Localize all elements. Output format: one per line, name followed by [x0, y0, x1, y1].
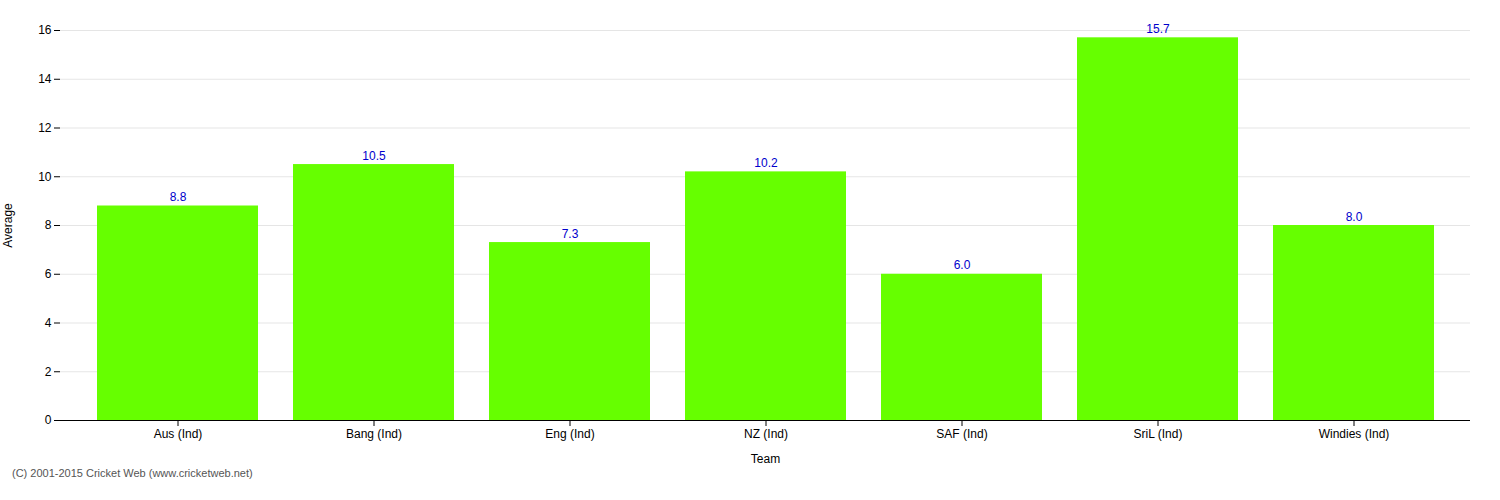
svg-text:Team: Team: [751, 452, 780, 466]
svg-text:10.2: 10.2: [754, 156, 778, 170]
svg-text:NZ (Ind): NZ (Ind): [744, 427, 788, 441]
svg-text:0: 0: [45, 413, 52, 427]
svg-text:7.3: 7.3: [562, 227, 579, 241]
svg-text:16: 16: [38, 23, 52, 37]
svg-text:Windies (Ind): Windies (Ind): [1319, 427, 1390, 441]
svg-text:Aus (Ind): Aus (Ind): [154, 427, 203, 441]
svg-text:Average: Average: [1, 203, 15, 248]
svg-text:6.0: 6.0: [954, 258, 971, 272]
svg-text:Bang (Ind): Bang (Ind): [346, 427, 402, 441]
svg-text:Eng (Ind): Eng (Ind): [545, 427, 594, 441]
svg-text:10: 10: [38, 170, 52, 184]
svg-text:2: 2: [45, 365, 52, 379]
svg-text:14: 14: [38, 72, 52, 86]
svg-text:4: 4: [45, 316, 52, 330]
svg-text:12: 12: [38, 121, 52, 135]
svg-text:15.7: 15.7: [1146, 22, 1170, 36]
svg-text:6: 6: [45, 267, 52, 281]
svg-text:8.0: 8.0: [1346, 210, 1363, 224]
svg-text:8: 8: [45, 218, 52, 232]
html-text:(C) 2001-2015 Cricket Web (www: (C) 2001-2015 Cricket Web (www.cricketwe…: [12, 467, 253, 479]
svg-text:8.8: 8.8: [170, 190, 187, 204]
svg-text:SAF (Ind): SAF (Ind): [936, 427, 987, 441]
svg-text:SriL (Ind): SriL (Ind): [1134, 427, 1183, 441]
svg-text:10.5: 10.5: [362, 149, 386, 163]
